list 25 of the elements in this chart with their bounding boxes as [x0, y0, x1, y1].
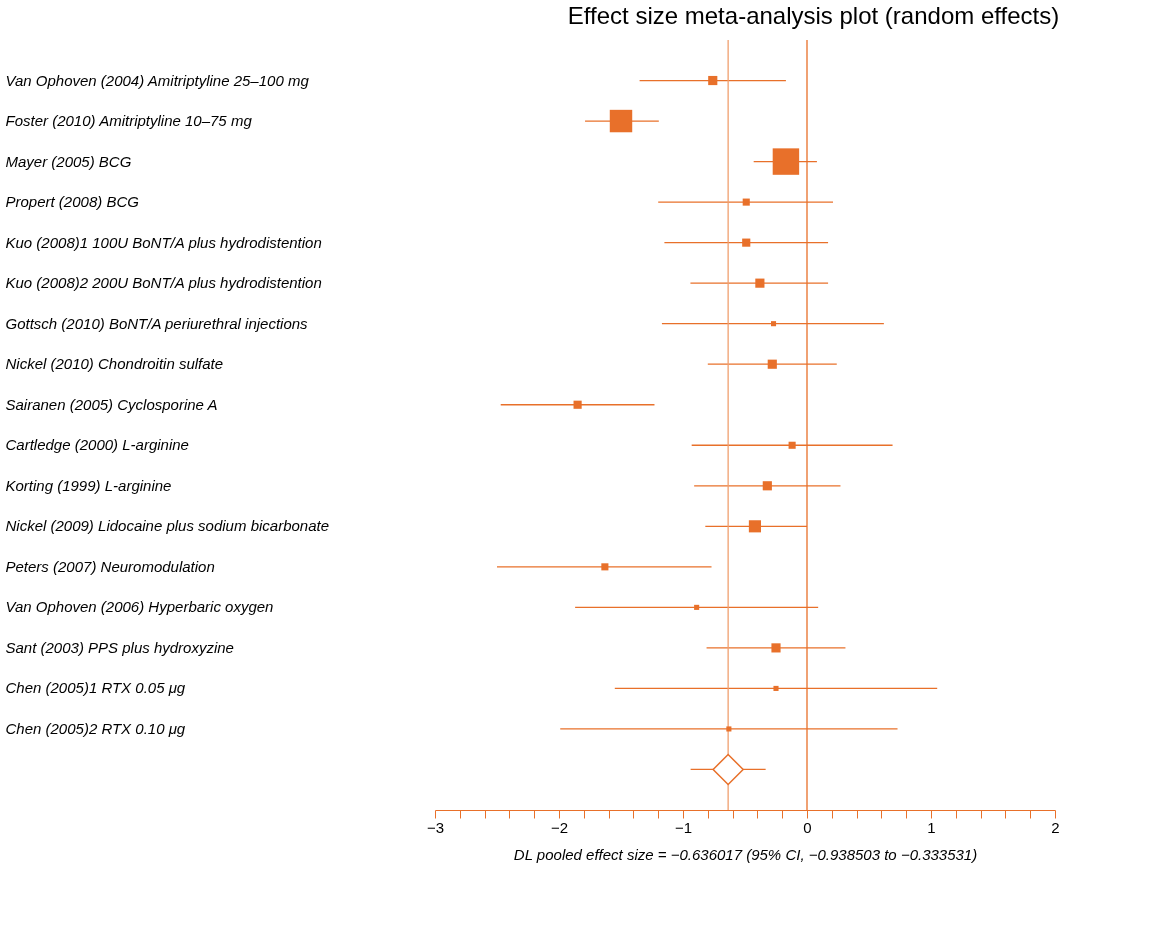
- y-tick-label: Kuo (2008)1 100U BoNT/A plus hydrodistention: [5, 233, 322, 251]
- y-tick-label: Kuo (2008)2 200U BoNT/A plus hydrodistention: [5, 274, 322, 292]
- x-tick-label: −3: [426, 818, 445, 836]
- y-tick-label: Van Ophoven (2006) Hyperbaric oxygen: [5, 598, 274, 616]
- x-tick-label: 1: [927, 818, 936, 836]
- y-tick-label: Propert (2008) BCG: [5, 193, 140, 211]
- y-tick-label: Sairanen (2005) Cyclosporine A: [5, 395, 218, 413]
- x-tick-label: 2: [1051, 818, 1060, 836]
- y-tick-label: Chen (2005)1 RTX 0.05 μg: [5, 679, 186, 697]
- x-tick-label: −2: [550, 818, 569, 836]
- y-tick-label: Nickel (2009) Lidocaine plus sodium bicarbonate: [5, 517, 330, 535]
- chart-title: Effect size meta-analysis plot (random effects): [567, 2, 1060, 30]
- y-tick-label: Sant (2003) PPS plus hydroxyzine: [5, 638, 234, 656]
- y-tick-label: Chen (2005)2 RTX 0.10 μg: [5, 719, 186, 737]
- x-axis-title: DL pooled effect size = −0.636017 (95% CI, −0.938503 to −0.333531): [513, 845, 978, 863]
- x-tick-label: −1: [674, 818, 693, 836]
- x-tick-label: 0: [803, 818, 812, 836]
- y-tick-label: Van Ophoven (2004) Amitriptyline 25–100 mg: [5, 71, 310, 89]
- y-tick-label: Foster (2010) Amitriptyline 10–75 mg: [5, 112, 253, 130]
- y-tick-label: Mayer (2005) BCG: [5, 152, 132, 170]
- y-tick-label: Cartledge (2000) L-arginine: [5, 436, 189, 454]
- y-tick-label: Gottsch (2010) BoNT/A periurethral injections: [5, 314, 309, 332]
- y-tick-label: Peters (2007) Neuromodulation: [5, 557, 215, 575]
- y-tick-label: Nickel (2010) Chondroitin sulfate: [5, 355, 224, 373]
- y-tick-label: Korting (1999) L-arginine: [5, 476, 172, 494]
